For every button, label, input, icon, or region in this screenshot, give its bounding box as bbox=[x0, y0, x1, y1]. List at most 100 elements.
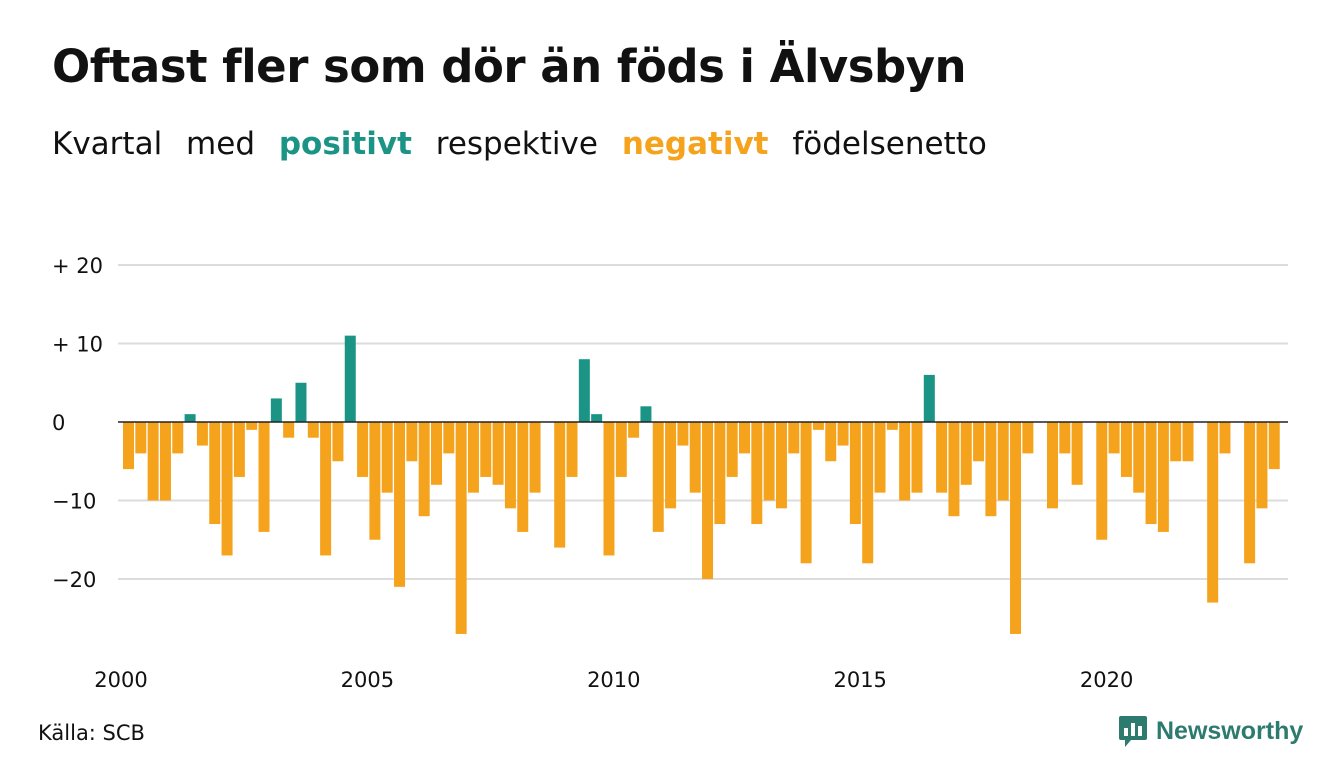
bar bbox=[714, 422, 726, 525]
bar bbox=[1256, 422, 1268, 509]
newsworthy-logo-icon bbox=[1119, 716, 1147, 747]
bar bbox=[948, 422, 960, 517]
x-tick-label: 2010 bbox=[587, 668, 640, 692]
subtitle-word: Kvartal bbox=[52, 126, 163, 162]
bar bbox=[923, 374, 935, 422]
bar bbox=[406, 422, 418, 462]
bar bbox=[172, 422, 184, 454]
bar bbox=[800, 422, 812, 564]
bar bbox=[702, 422, 714, 579]
bar bbox=[270, 398, 282, 422]
bar bbox=[1182, 422, 1194, 462]
bar bbox=[295, 382, 307, 422]
bar bbox=[726, 422, 738, 477]
bar bbox=[529, 422, 541, 493]
bar bbox=[147, 422, 159, 501]
bar bbox=[283, 422, 295, 438]
bar bbox=[603, 422, 615, 556]
bar bbox=[1244, 422, 1256, 564]
y-tick-label: 0 bbox=[52, 411, 65, 435]
bar bbox=[997, 422, 1009, 501]
bar bbox=[628, 422, 640, 438]
bar bbox=[357, 422, 369, 477]
bar bbox=[1145, 422, 1157, 525]
bar bbox=[1096, 422, 1108, 540]
bar bbox=[246, 422, 258, 430]
bar bbox=[911, 422, 923, 493]
bar bbox=[504, 422, 516, 509]
x-tick-label: 2000 bbox=[94, 668, 147, 692]
bar bbox=[1059, 422, 1071, 454]
y-tick-label: −10 bbox=[52, 490, 96, 514]
subtitle-word: med bbox=[186, 126, 255, 162]
bar bbox=[985, 422, 997, 517]
subtitle-word: respektive bbox=[435, 126, 598, 162]
bar bbox=[320, 422, 332, 556]
legend-positive-label: positivt bbox=[278, 126, 412, 162]
brand-name: Newsworthy bbox=[1156, 716, 1304, 745]
bar bbox=[1207, 422, 1219, 603]
bar bbox=[689, 422, 701, 493]
bar bbox=[369, 422, 381, 540]
bar bbox=[1157, 422, 1169, 532]
subtitle-word: födelsenetto bbox=[792, 126, 987, 162]
bar bbox=[1108, 422, 1120, 454]
bar bbox=[739, 422, 750, 454]
bar bbox=[812, 422, 824, 430]
bar bbox=[381, 422, 393, 493]
bar bbox=[221, 422, 233, 556]
bar bbox=[874, 422, 886, 493]
source-note: Källa: SCB bbox=[38, 721, 145, 745]
x-tick-label: 2020 bbox=[1080, 668, 1133, 692]
bar bbox=[1071, 422, 1083, 485]
bar bbox=[1170, 422, 1182, 462]
bar bbox=[837, 422, 849, 446]
bar bbox=[394, 422, 406, 587]
bar bbox=[763, 422, 775, 501]
bar bbox=[196, 422, 208, 446]
bar bbox=[960, 422, 972, 485]
bar bbox=[344, 335, 356, 422]
x-tick-label: 2015 bbox=[833, 668, 886, 692]
bar bbox=[233, 422, 245, 477]
bar bbox=[1268, 422, 1280, 470]
bar bbox=[455, 422, 467, 634]
bar bbox=[1219, 422, 1231, 454]
bar bbox=[936, 422, 948, 493]
bar bbox=[751, 422, 763, 525]
y-tick-label: −20 bbox=[52, 568, 96, 592]
bar bbox=[431, 422, 442, 485]
x-tick-label: 2005 bbox=[341, 668, 394, 692]
bar bbox=[480, 422, 492, 477]
bar bbox=[1047, 422, 1058, 509]
bar bbox=[677, 422, 689, 446]
bar bbox=[332, 422, 344, 462]
bar bbox=[184, 414, 196, 422]
bar bbox=[443, 422, 455, 454]
bar bbox=[209, 422, 221, 525]
bar bbox=[135, 422, 147, 454]
bar bbox=[899, 422, 911, 501]
bar bbox=[123, 422, 134, 470]
bar bbox=[973, 422, 985, 462]
bar-chart: + 20 + 10 0 −10 −20 2000 2005 2010 2015 2020 bbox=[52, 254, 1288, 692]
legend-negative-label: negativt bbox=[621, 126, 769, 162]
bar bbox=[862, 422, 874, 564]
bar bbox=[615, 422, 627, 477]
bar bbox=[788, 422, 800, 454]
bar bbox=[825, 422, 837, 462]
bar bbox=[640, 406, 652, 422]
bar bbox=[849, 422, 861, 525]
bar bbox=[1133, 422, 1145, 493]
bar bbox=[258, 422, 270, 532]
bar bbox=[159, 422, 171, 501]
bar bbox=[1022, 422, 1034, 454]
bar bbox=[467, 422, 479, 493]
bar bbox=[886, 422, 898, 430]
bar bbox=[1120, 422, 1132, 477]
chart-title: Oftast fler som dör än föds i Älvsbyn bbox=[52, 40, 967, 93]
bar bbox=[554, 422, 566, 548]
bar bbox=[517, 422, 529, 532]
bar bbox=[418, 422, 430, 517]
bar bbox=[591, 414, 603, 422]
